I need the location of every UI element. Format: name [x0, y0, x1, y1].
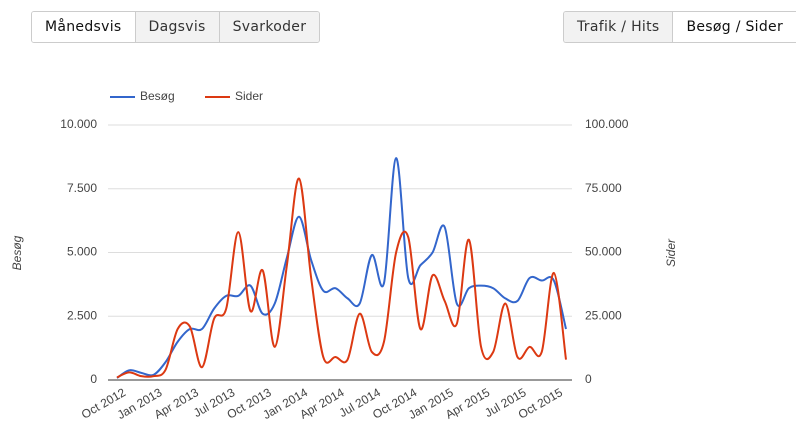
y-tick-label: 7.500: [67, 181, 97, 195]
y2-tick-label: 25.000: [585, 308, 622, 322]
y2-tick-label: 100.000: [585, 117, 629, 131]
y-axis-title: Besøg: [10, 235, 24, 270]
view-toggle: Månedsvis Dagsvis Svarkoder: [31, 11, 321, 43]
metric-toggle: Trafik / Hits Besøg / Sider: [563, 11, 796, 43]
y-tick-label: 10.000: [60, 117, 97, 131]
button[interactable]: Trafik / Hits: [564, 12, 674, 42]
y-tick-label: 0: [90, 372, 97, 386]
series-line: [116, 177, 567, 379]
button[interactable]: Månedsvis: [32, 12, 136, 42]
y2-tick-label: 0: [585, 372, 592, 386]
y-tick-label: 5.000: [67, 245, 97, 259]
button[interactable]: Dagsvis: [135, 12, 220, 42]
button[interactable]: Besøg / Sider: [673, 12, 796, 42]
legend-label: Sider: [235, 89, 263, 103]
y2-tick-label: 50.000: [585, 245, 622, 259]
legend-label: Besøg: [140, 89, 175, 103]
button[interactable]: Svarkoder: [219, 12, 320, 42]
y2-axis-title: Sider: [664, 238, 678, 267]
y2-tick-label: 75.000: [585, 181, 622, 195]
series-line: [116, 157, 567, 379]
y-tick-label: 2.500: [67, 308, 97, 322]
